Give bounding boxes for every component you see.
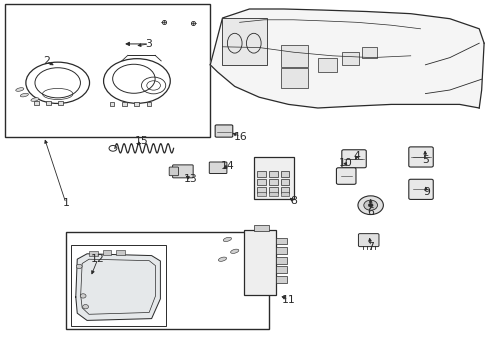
FancyBboxPatch shape [358,234,378,247]
Bar [34,101,39,105]
Text: 10: 10 [338,158,351,168]
Bar [280,187,289,193]
Text: 1: 1 [62,198,69,208]
Bar [222,18,266,65]
Bar [116,250,125,255]
FancyBboxPatch shape [336,168,355,184]
Bar [268,187,277,193]
Circle shape [367,203,372,207]
Text: 13: 13 [183,174,197,184]
Ellipse shape [20,93,28,97]
Bar [146,102,151,105]
Bar [122,102,126,105]
Bar [71,245,166,326]
Ellipse shape [16,88,24,91]
Bar [46,101,51,105]
Circle shape [76,264,82,269]
Bar [257,179,265,185]
Polygon shape [76,254,160,320]
Circle shape [357,196,383,215]
Bar [89,251,98,256]
Circle shape [363,200,377,210]
Bar [254,157,294,199]
FancyBboxPatch shape [215,125,232,137]
Bar [254,225,268,231]
Ellipse shape [218,257,226,261]
Bar [268,171,277,177]
Text: 15: 15 [135,136,148,146]
Text: 2: 2 [43,56,50,66]
Bar [281,68,307,88]
Text: 3: 3 [145,39,152,49]
Bar [280,179,289,185]
Bar [276,276,286,283]
Bar [5,4,210,137]
Text: 16: 16 [233,132,247,142]
FancyBboxPatch shape [169,167,178,176]
Bar [257,187,265,193]
Text: 9: 9 [422,186,429,197]
Bar [361,47,376,58]
Ellipse shape [230,249,238,253]
Text: 14: 14 [220,161,234,171]
Text: 5: 5 [421,155,428,165]
Bar [276,238,286,244]
Bar [110,102,114,105]
Ellipse shape [31,98,39,102]
Bar [280,192,289,196]
Bar [66,232,268,329]
Circle shape [82,305,88,309]
FancyBboxPatch shape [408,147,432,167]
Circle shape [80,294,86,298]
Text: 11: 11 [281,294,295,305]
Bar [342,52,359,65]
FancyBboxPatch shape [341,150,366,168]
Polygon shape [210,9,483,108]
Bar [281,45,307,67]
Bar [134,102,139,105]
FancyBboxPatch shape [172,165,193,178]
Bar [257,192,265,196]
Text: 12: 12 [91,254,104,264]
FancyBboxPatch shape [209,162,226,174]
Bar [276,266,286,273]
Bar [244,230,276,295]
Bar [58,101,63,105]
FancyBboxPatch shape [408,179,432,199]
Bar [257,171,265,177]
Bar [280,171,289,177]
Text: 4: 4 [353,150,360,161]
Text: 6: 6 [366,207,373,217]
Bar [276,257,286,264]
Text: 7: 7 [366,242,373,252]
Bar [268,192,277,196]
Bar [317,58,337,72]
Bar [276,247,286,254]
Bar [102,250,111,255]
Text: 8: 8 [289,196,296,206]
Ellipse shape [223,237,231,242]
Bar [268,179,277,185]
